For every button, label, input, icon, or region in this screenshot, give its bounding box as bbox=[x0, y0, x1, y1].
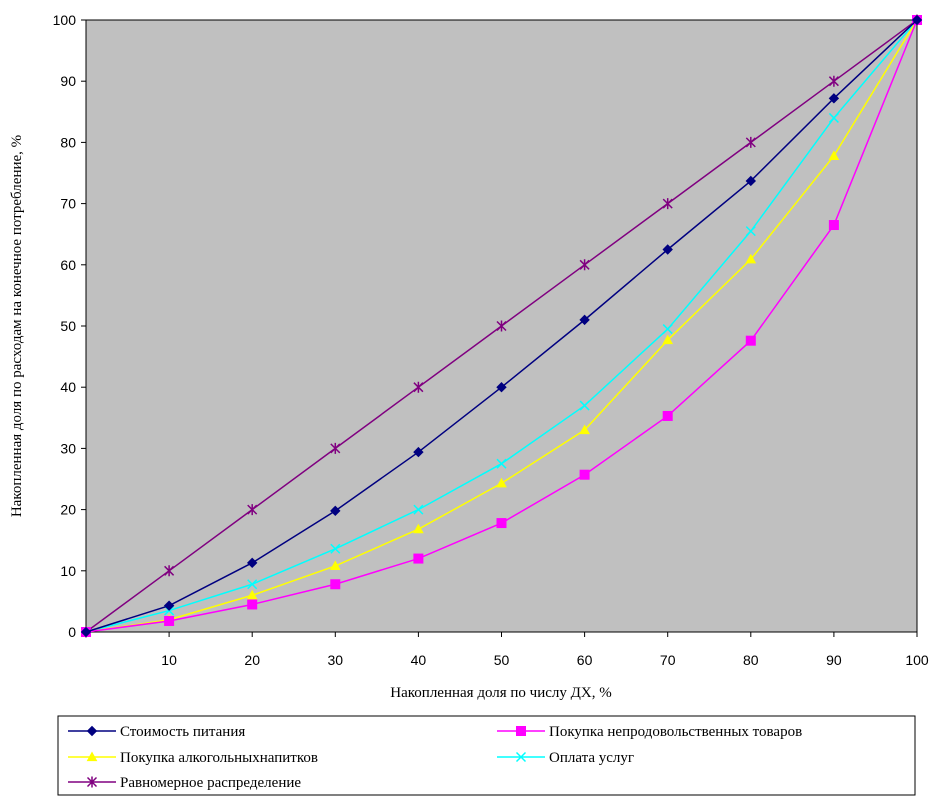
data-point bbox=[80, 626, 92, 638]
legend-marker bbox=[515, 751, 527, 763]
data-point bbox=[579, 424, 590, 435]
legend-box bbox=[57, 715, 916, 796]
series-layer bbox=[80, 14, 923, 638]
y-tick-label: 20 bbox=[60, 502, 76, 518]
data-point bbox=[496, 381, 507, 393]
y-tick-label: 60 bbox=[60, 257, 76, 273]
data-point bbox=[413, 504, 424, 515]
series-0 bbox=[80, 14, 923, 638]
legend-item: Равномерное распределение bbox=[68, 775, 301, 791]
y-tick-label: 90 bbox=[60, 73, 76, 89]
legend-item: Покупка алкогольныхнапитков bbox=[68, 750, 318, 766]
x-tick-label: 10 bbox=[161, 652, 177, 668]
legend-label: Стоимость питания bbox=[120, 724, 245, 740]
legend-label: Покупка алкогольныхнапитков bbox=[120, 750, 318, 766]
legend-item: Стоимость питания bbox=[68, 724, 245, 740]
data-point bbox=[579, 400, 590, 411]
data-point bbox=[828, 93, 840, 104]
data-point bbox=[330, 579, 341, 590]
legend-label: Покупка непродовольственных товаров bbox=[549, 724, 802, 740]
data-point bbox=[246, 589, 258, 600]
y-tick-label: 30 bbox=[60, 440, 76, 456]
legend-marker bbox=[86, 776, 98, 788]
data-point bbox=[745, 226, 756, 237]
legend: Стоимость питания Покупка непродовольстве… bbox=[57, 715, 916, 796]
data-point bbox=[496, 477, 507, 488]
data-point bbox=[247, 579, 258, 590]
data-point bbox=[164, 615, 175, 626]
x-tick-label: 40 bbox=[411, 652, 427, 668]
y-tick-label: 40 bbox=[60, 379, 76, 395]
x-tick-label: 80 bbox=[743, 652, 759, 668]
data-point bbox=[828, 75, 839, 87]
x-tick-label: 50 bbox=[494, 652, 510, 668]
y-tick-label: 80 bbox=[60, 134, 76, 150]
data-point bbox=[247, 504, 258, 516]
x-tick-label: 90 bbox=[826, 652, 842, 668]
data-point bbox=[413, 523, 424, 534]
y-tick-label: 70 bbox=[60, 196, 76, 212]
data-point bbox=[413, 446, 424, 458]
data-point bbox=[745, 136, 756, 148]
data-point bbox=[496, 518, 507, 529]
data-point bbox=[579, 259, 590, 271]
data-point bbox=[828, 220, 839, 231]
y-axis-ticks: 0 10 20 30 40 50 60 70 80 90 100 bbox=[53, 12, 86, 640]
data-point bbox=[330, 543, 341, 554]
data-point bbox=[496, 320, 507, 332]
legend-marker bbox=[86, 725, 98, 737]
x-tick-label: 100 bbox=[905, 652, 929, 668]
x-tick-label: 60 bbox=[577, 652, 593, 668]
data-point bbox=[911, 14, 923, 26]
y-axis-title: Накопленная доля по расходам на конечное… bbox=[9, 135, 25, 517]
data-point bbox=[828, 150, 840, 160]
legend-label: Равномерное распределение bbox=[120, 775, 301, 791]
data-point bbox=[745, 175, 757, 187]
legend-label: Оплата услуг bbox=[549, 750, 634, 766]
data-point bbox=[579, 314, 590, 326]
data-point bbox=[662, 244, 673, 255]
legend-marker bbox=[86, 751, 98, 762]
y-tick-label: 100 bbox=[53, 12, 77, 28]
data-point bbox=[330, 505, 341, 517]
data-point bbox=[163, 600, 175, 611]
x-tick-label: 30 bbox=[328, 652, 344, 668]
y-tick-label: 50 bbox=[60, 318, 76, 334]
data-point bbox=[828, 112, 839, 123]
data-point bbox=[662, 410, 673, 421]
data-point bbox=[330, 442, 341, 454]
legend-item: Покупка непродовольственных товаров bbox=[497, 724, 802, 740]
data-point bbox=[579, 469, 590, 480]
legend-marker bbox=[516, 726, 526, 736]
data-point bbox=[745, 253, 757, 264]
data-point bbox=[662, 198, 673, 210]
data-point bbox=[662, 334, 674, 345]
data-point bbox=[413, 553, 424, 564]
x-tick-label: 70 bbox=[660, 652, 676, 668]
x-axis-ticks: 10 20 30 40 50 60 70 80 90 100 bbox=[161, 632, 929, 668]
data-point bbox=[247, 599, 258, 610]
data-point bbox=[745, 335, 756, 346]
x-tick-label: 20 bbox=[244, 652, 260, 668]
data-point bbox=[246, 557, 258, 569]
x-axis-title: Накопленная доля по числу ДХ, % bbox=[390, 685, 611, 701]
legend-item: Оплата услуг bbox=[497, 750, 634, 766]
data-point bbox=[329, 560, 341, 571]
data-point bbox=[413, 381, 424, 393]
y-tick-label: 10 bbox=[60, 563, 76, 579]
y-tick-label: 0 bbox=[68, 624, 76, 640]
data-point bbox=[496, 458, 507, 469]
data-point bbox=[662, 324, 673, 335]
data-point bbox=[164, 565, 175, 577]
